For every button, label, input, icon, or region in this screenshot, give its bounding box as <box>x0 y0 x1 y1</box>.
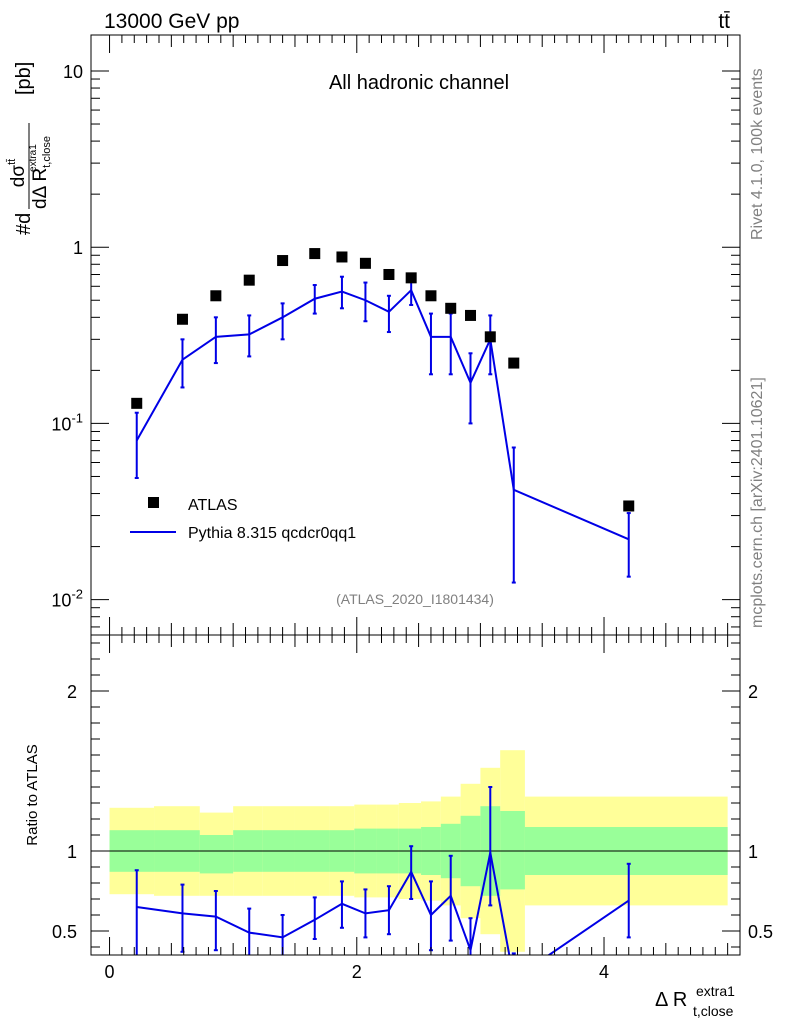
atlas-data-point <box>445 302 457 314</box>
legend-label-atlas: ATLAS <box>188 497 238 514</box>
ylabel-numerator-sup: tt̄ <box>6 158 18 164</box>
chart-title: All hadronic channel <box>329 72 509 94</box>
x-tick-label: 2 <box>352 962 362 982</box>
ratio-series-group <box>134 786 631 955</box>
x-tick-label: 4 <box>599 962 609 982</box>
atlas-data-point <box>623 500 635 512</box>
ylabel-numerator: dσ <box>8 165 29 188</box>
ratio-y-tick-label: 0.5 <box>52 922 77 942</box>
ratio-pythia-line <box>136 852 630 955</box>
atlas-data-point <box>359 257 371 269</box>
main-panel: 10-2 10-1 1 10 All hadronic channel (ATLAS_… <box>51 34 741 636</box>
atlas-data-point <box>243 274 255 286</box>
pythia-line <box>135 288 630 541</box>
atlas-data-point <box>425 290 437 302</box>
atlas-data-point <box>405 272 417 284</box>
analysis-label: (ATLAS_2020_I1801434) <box>336 591 494 607</box>
ylabel-prefix: #d <box>13 213 35 235</box>
x-tick-label: 0 <box>105 962 115 982</box>
ratio-y-tick-label-right: 2 <box>748 682 758 702</box>
svg-text:#d: #d <box>13 213 35 235</box>
legend: ATLAS Pythia 8.315 qcdcr0qq1 <box>130 497 356 542</box>
svg-text:dΔ Rt,closeextra1: dΔ Rt,closeextra1 <box>28 136 53 209</box>
ratio-panel: 0 2 4 0.5 0.5 1 1 2 2 Ratio to ATLAS <box>24 617 773 982</box>
x-axis-label: Δ R extra1 t,close <box>655 983 735 1019</box>
svg-text:Δ R: Δ R <box>655 989 687 1011</box>
atlas-data-point <box>131 397 143 409</box>
ylabel-denominator-sup: extra1 <box>28 144 39 172</box>
ratio-y-tick-label-right: 0.5 <box>748 922 773 942</box>
energy-label: 13000 GeV pp <box>104 10 239 33</box>
legend-label-pythia: Pythia 8.315 qcdcr0qq1 <box>188 525 356 542</box>
process-label: tt̄ <box>718 10 730 33</box>
y-axis-label: #d dσtt̄ dΔ Rt,closeextra1 [pb] <box>6 62 53 235</box>
y-tick-label: 10 <box>63 62 83 82</box>
xlabel-sup: extra1 <box>696 983 735 999</box>
atlas-data-point <box>210 290 222 302</box>
ratio-frame <box>90 634 741 956</box>
ratio-band-inner <box>199 835 234 874</box>
xlabel-sub: t,close <box>693 1003 734 1019</box>
y-tick-label: 10-2 <box>51 587 83 611</box>
atlas-data-point <box>383 268 395 280</box>
ratio-band-inner <box>500 811 525 890</box>
atlas-data-point <box>465 309 477 321</box>
xlabel-main: Δ R <box>655 989 687 1011</box>
ylabel-denominator: dΔ R <box>30 168 51 209</box>
atlas-data-point <box>484 331 496 343</box>
atlas-data-point <box>277 255 289 267</box>
mcplots-label: mcplots.cern.ch [arXiv:2401.10621] <box>749 377 766 628</box>
ylabel-unit: [pb] <box>13 62 35 95</box>
svg-text:dσtt̄: dσtt̄ <box>6 158 29 187</box>
atlas-data-point <box>508 357 520 369</box>
atlas-data-point <box>309 248 321 260</box>
y-tick-label: 1 <box>73 238 83 258</box>
ratio-y-tick-label: 2 <box>67 682 77 702</box>
ylabel-denominator-sub: t,close <box>41 136 53 168</box>
y-tick-label: 10-1 <box>51 410 83 434</box>
ratio-y-tick-label-right: 1 <box>748 842 758 862</box>
ratio-y-label: Ratio to ATLAS <box>24 744 41 845</box>
main-frame <box>90 34 741 636</box>
atlas-data-point <box>336 251 348 263</box>
rivet-label: Rivet 4.1.0, 100k events <box>749 68 766 240</box>
atlas-data-point <box>176 313 188 325</box>
ratio-y-tick-label: 1 <box>67 842 77 862</box>
legend-marker-atlas <box>148 497 159 508</box>
